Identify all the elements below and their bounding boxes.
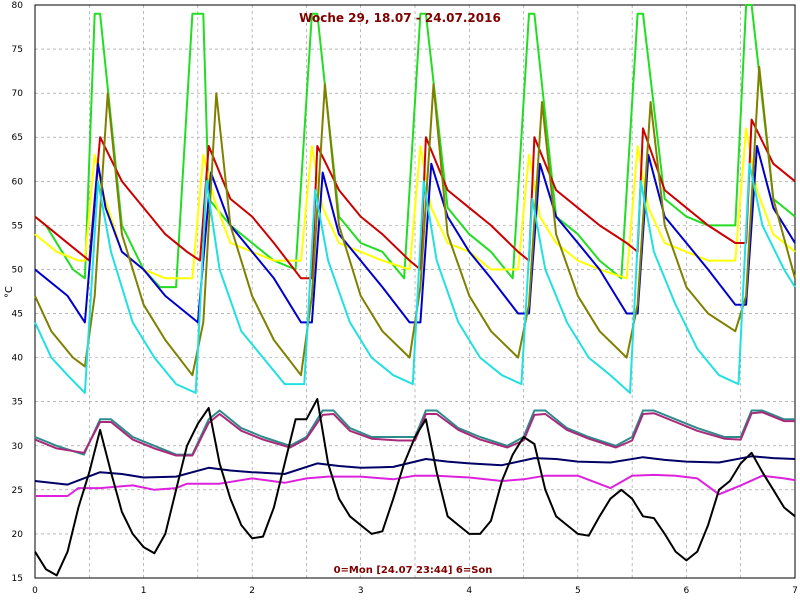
y-tick-label: 35 (12, 398, 23, 408)
y-tick-label: 60 (12, 177, 24, 187)
series-line-8 (34, 411, 795, 457)
y-tick-label: 25 (12, 486, 23, 496)
x-tick-label: 2 (249, 586, 255, 596)
y-tick-label: 70 (12, 89, 24, 99)
plot-frame (34, 4, 796, 579)
y-tick-label: 50 (12, 265, 24, 275)
x-tick-label: 0 (32, 586, 38, 596)
series-group (34, 4, 796, 577)
chart-title: Woche 29, 18.07 - 24.07.2016 (299, 11, 501, 25)
series-line-3 (34, 118, 796, 280)
x-tick-label: 1 (141, 586, 147, 596)
series-line-9 (34, 455, 796, 486)
y-tick-label: 15 (12, 574, 23, 584)
y-tick-label: 40 (12, 354, 24, 364)
series-line-6 (34, 162, 796, 394)
series-line-10 (35, 473, 796, 497)
chart-footer: 0=Mon [24.07 23:44] 6=Son (334, 565, 493, 576)
y-tick-label: 75 (12, 45, 23, 55)
series-line-2 (34, 127, 796, 280)
y-tick-label: 55 (12, 221, 23, 231)
x-tick-label: 3 (358, 586, 364, 596)
x-tick-label: 6 (684, 586, 690, 596)
x-tick-label: 4 (466, 586, 472, 596)
y-axis-label: °C (4, 286, 15, 298)
series-line-5 (34, 65, 796, 377)
y-tick-label: 65 (12, 133, 23, 143)
series-line-11 (34, 398, 796, 577)
y-tick-label: 20 (12, 530, 24, 540)
x-tick-label: 7 (792, 586, 798, 596)
grid (34, 4, 796, 579)
y-tick-label: 30 (12, 442, 24, 452)
y-tick-label: 45 (12, 310, 23, 320)
y-tick-label: 80 (12, 1, 24, 11)
x-tick-label: 5 (575, 586, 581, 596)
